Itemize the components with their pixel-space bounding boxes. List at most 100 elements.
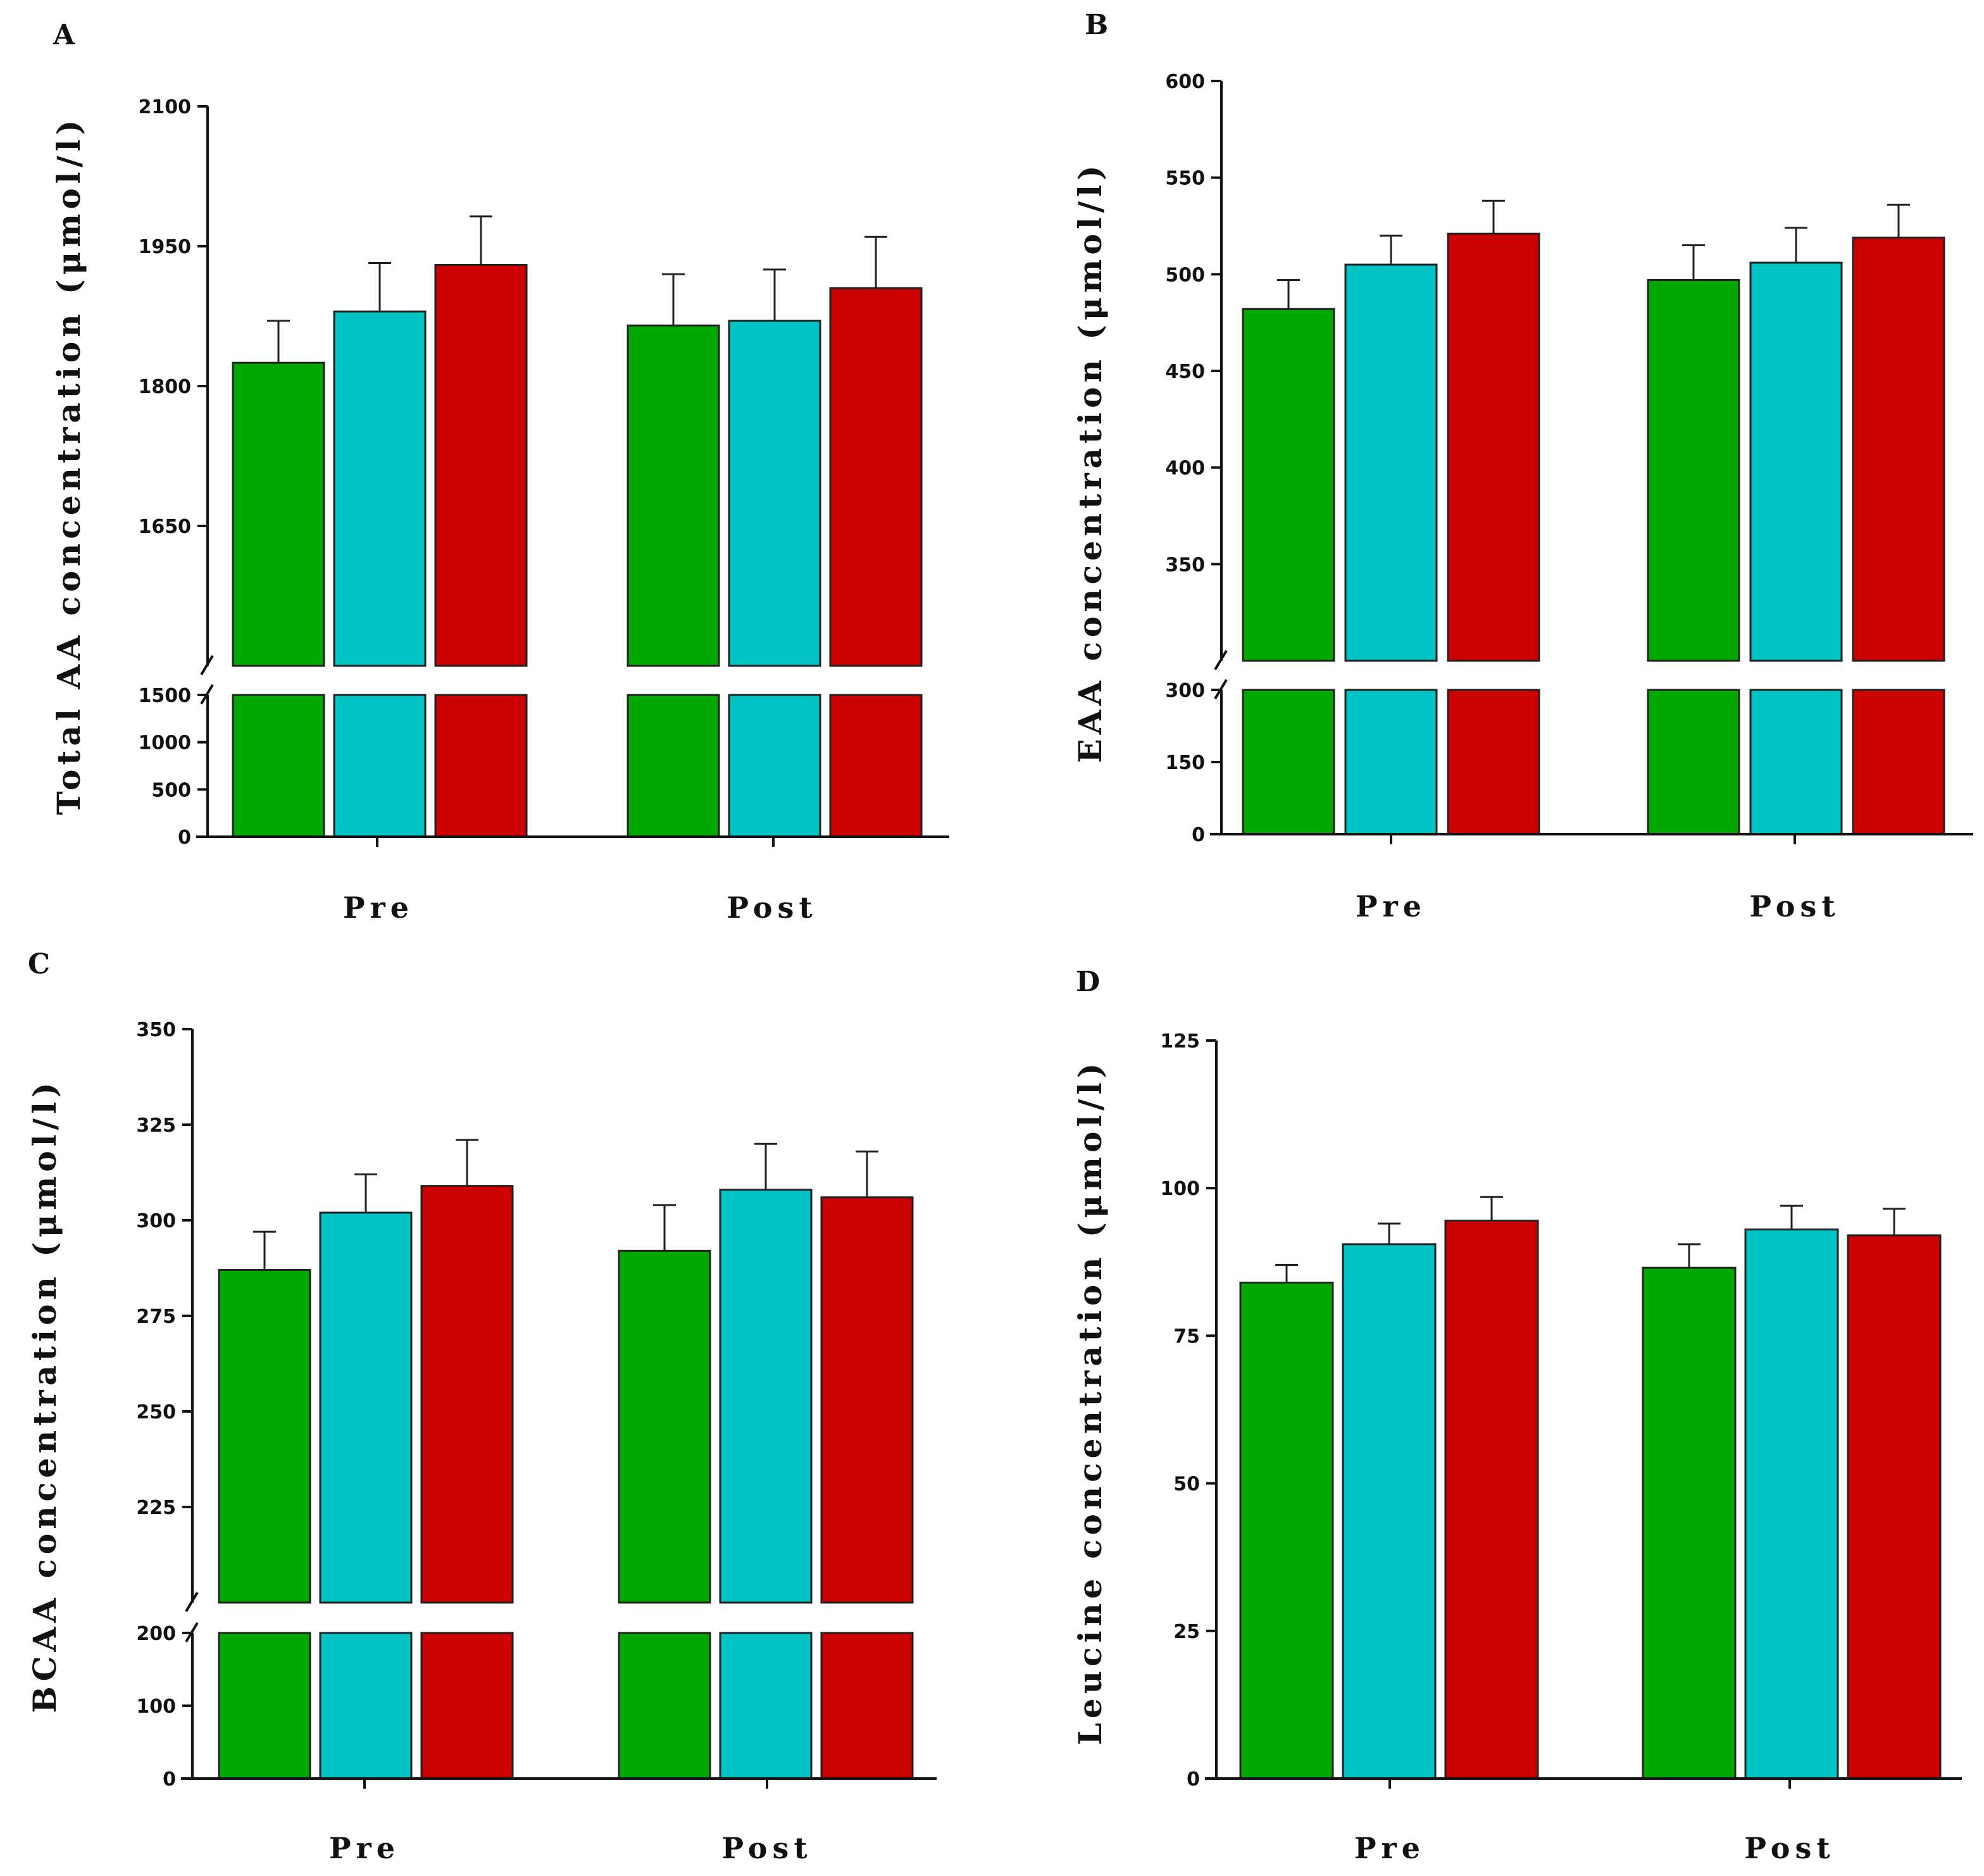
panel-a: A Total AA concentration (μmol/l) Pre Po… [50, 19, 949, 925]
panel-b-bar-lower-pre-2 [1344, 689, 1438, 835]
panel-c-error-bar-post-3 [856, 1150, 878, 1198]
panel-d-bar-post-1 [1642, 1266, 1737, 1780]
panel-c-y-axis-title: BCAA concentration (μmol/l) [26, 1078, 63, 1713]
panel-a-bar-lower-pre-3 [434, 694, 528, 838]
panel-b-error-bar-post-3 [1887, 203, 1910, 238]
panel-a-error-bar-post-2 [763, 268, 786, 321]
panel-d-error-bar-post-2 [1780, 1204, 1803, 1230]
panel-c-y-tick-label-225: 225 [136, 1497, 176, 1519]
panel-b-bar-lower-post-2 [1749, 689, 1843, 835]
panel-d-bar-pre-2 [1342, 1243, 1437, 1780]
panel-c-y-tick-label-350: 350 [136, 1019, 176, 1041]
panel-d-y-tick-label-50: 50 [1173, 1473, 1200, 1496]
panel-c-y-tick-label-0: 0 [163, 1768, 176, 1791]
panel-d-bar-post-3 [1847, 1234, 1942, 1780]
panel-a-y-tick-label-0: 0 [178, 827, 191, 849]
panel-b-bar-lower-post-3 [1852, 689, 1945, 835]
panel-d-y-tick-label-0: 0 [1187, 1768, 1200, 1791]
panel-d-y-tick-label-75: 75 [1173, 1325, 1200, 1348]
panel-a-axis-break-mark [200, 654, 214, 705]
panel-d: D Leucine concentration (μmol/l) Pre Pos… [1071, 966, 1962, 1865]
panel-a-bar-lower-post-1 [627, 694, 720, 838]
panel-a-error-bar-pre-3 [470, 215, 492, 265]
panel-a-bar-lower-post-3 [829, 694, 923, 838]
panel-a-y-tick-label-1950: 1950 [139, 236, 192, 258]
panel-b-bar-post-3 [1852, 236, 1945, 662]
panel-b-error-bar-post-2 [1785, 227, 1807, 263]
panel-a-letter: A [53, 19, 75, 51]
panel-b-y-tick-label-350: 350 [1165, 554, 1205, 576]
panel-b-category-post: Post [1749, 889, 1840, 923]
panel-c-error-bar-pre-1 [253, 1230, 276, 1270]
panel-b-error-bar-post-1 [1682, 244, 1705, 280]
panel-b-letter: B [1085, 9, 1108, 41]
panel-b-category-pre: Pre [1356, 889, 1426, 923]
panel-d-bar-pre-1 [1239, 1281, 1334, 1780]
panel-b-bar-pre-3 [1447, 232, 1540, 662]
panel-d-y-axis-title: Leucine concentration (μmol/l) [1071, 1059, 1109, 1746]
panel-b-bar-pre-2 [1344, 263, 1438, 662]
panel-c-category-post: Post [721, 1831, 812, 1865]
panel-a-y-tick-label-1500: 1500 [139, 685, 192, 707]
panel-b-y-tick-label-500: 500 [1165, 264, 1205, 286]
panel-a-bar-pre-3 [434, 263, 528, 667]
panel-b-y-tick-label-550: 550 [1165, 168, 1205, 190]
panel-a-error-bar-post-1 [662, 273, 685, 326]
panel-b-error-bar-pre-3 [1482, 199, 1505, 234]
panel-a-y-tick-label-1650: 1650 [139, 516, 192, 538]
panel-c: C BCAA concentration (μmol/l) Pre Post 0… [26, 948, 937, 1865]
panel-c-y-tick-label-325: 325 [136, 1115, 176, 1137]
panel-d-y-tick-label-100: 100 [1160, 1178, 1200, 1200]
panel-c-bar-pre-3 [420, 1185, 514, 1604]
panel-b-y-tick-label-400: 400 [1165, 458, 1205, 480]
panel-a-bar-lower-pre-1 [232, 694, 325, 838]
panel-d-error-bar-post-3 [1883, 1208, 1906, 1235]
panel-c-bar-lower-pre-3 [420, 1632, 514, 1780]
panel-c-y-tick-label-100: 100 [136, 1696, 176, 1718]
panel-c-bar-lower-post-2 [719, 1632, 813, 1780]
panel-b-bar-post-2 [1749, 261, 1843, 662]
panel-d-error-bar-post-1 [1678, 1243, 1700, 1268]
panel-a-y-axis-title: Total AA concentration (μmol/l) [50, 116, 87, 815]
panel-a-error-bar-pre-1 [267, 320, 290, 363]
panel-b-y-axis-title: EAA concentration (μmol/l) [1071, 161, 1109, 763]
panel-d-error-bar-pre-3 [1480, 1196, 1503, 1221]
panel-a-y-tick-label-500: 500 [151, 779, 191, 801]
panel-a-bar-lower-post-2 [728, 694, 821, 838]
panel-b-axis-break-mark [1214, 649, 1228, 700]
panel-b-y-tick-label-600: 600 [1165, 71, 1205, 93]
panel-b-y-tick-label-300: 300 [1165, 680, 1205, 702]
panel-c-bar-post-3 [820, 1196, 914, 1604]
panel-b-y-tick-label-0: 0 [1192, 824, 1205, 846]
panel-c-y-tick-label-300: 300 [136, 1210, 176, 1232]
panel-d-category-post: Post [1744, 1831, 1835, 1865]
panel-b-bar-lower-pre-3 [1447, 689, 1540, 835]
panel-c-axis-break-mark [185, 1591, 199, 1643]
panel-b: B EAA concentration (μmol/l) Pre Post 0 1… [1071, 9, 1973, 923]
panel-c-bar-lower-post-1 [618, 1632, 711, 1780]
panel-d-letter: D [1076, 966, 1100, 998]
panel-a-bar-post-1 [627, 324, 720, 667]
panel-a-bar-post-2 [728, 320, 821, 667]
panel-c-error-bar-post-2 [754, 1142, 777, 1190]
panel-c-error-bar-pre-2 [354, 1173, 377, 1213]
panel-b-bar-post-1 [1647, 278, 1740, 662]
panel-c-bar-pre-1 [218, 1269, 311, 1604]
panel-c-bar-post-1 [618, 1249, 711, 1604]
panel-a-bar-pre-1 [232, 361, 325, 667]
panel-d-bar-post-2 [1744, 1228, 1839, 1780]
panel-c-bar-lower-post-3 [820, 1632, 914, 1780]
panel-b-y-tick-label-450: 450 [1165, 361, 1205, 383]
panel-c-bar-post-2 [719, 1189, 813, 1604]
panel-b-y-tick-label-150: 150 [1165, 752, 1205, 774]
panel-c-letter: C [28, 948, 50, 980]
panel-c-category-pre: Pre [329, 1831, 400, 1865]
panel-d-y-tick-label-25: 25 [1173, 1621, 1200, 1643]
panel-b-error-bar-pre-1 [1277, 278, 1300, 310]
panel-b-bar-pre-1 [1242, 308, 1335, 662]
panel-a-bar-pre-2 [333, 310, 427, 667]
panel-c-bar-lower-pre-2 [319, 1632, 413, 1780]
panel-d-category-pre: Pre [1354, 1831, 1425, 1865]
panel-c-bar-lower-pre-1 [218, 1632, 311, 1780]
